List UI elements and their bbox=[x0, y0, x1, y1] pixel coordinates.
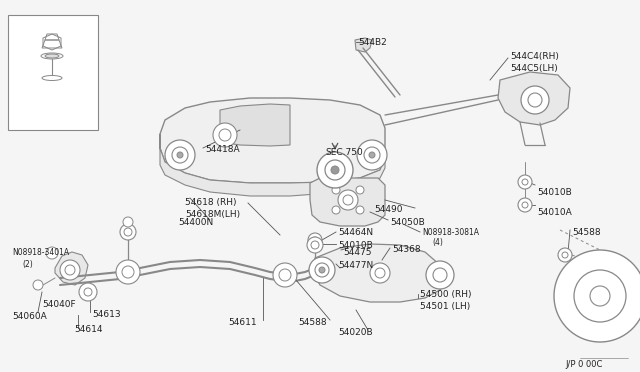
Circle shape bbox=[528, 93, 542, 107]
Circle shape bbox=[369, 152, 375, 158]
Circle shape bbox=[370, 263, 390, 283]
Text: 54060A: 54060A bbox=[12, 312, 47, 321]
Polygon shape bbox=[498, 72, 570, 125]
Circle shape bbox=[308, 233, 322, 247]
Circle shape bbox=[79, 283, 97, 301]
Polygon shape bbox=[55, 252, 88, 285]
Text: 544C5(LH): 544C5(LH) bbox=[510, 64, 557, 73]
Circle shape bbox=[312, 237, 318, 243]
Text: 544C4(RH): 544C4(RH) bbox=[510, 52, 559, 61]
Text: 54490: 54490 bbox=[374, 205, 403, 214]
Circle shape bbox=[518, 175, 532, 189]
Circle shape bbox=[554, 250, 640, 342]
Circle shape bbox=[375, 268, 385, 278]
Circle shape bbox=[522, 179, 528, 185]
Circle shape bbox=[273, 263, 297, 287]
Circle shape bbox=[522, 202, 528, 208]
Polygon shape bbox=[355, 38, 372, 52]
Text: 54500 (RH): 54500 (RH) bbox=[420, 290, 472, 299]
Circle shape bbox=[433, 268, 447, 282]
Circle shape bbox=[122, 266, 134, 278]
Circle shape bbox=[338, 190, 358, 210]
Circle shape bbox=[213, 123, 237, 147]
Ellipse shape bbox=[45, 54, 59, 58]
Polygon shape bbox=[312, 244, 448, 302]
Circle shape bbox=[311, 241, 319, 249]
Circle shape bbox=[46, 247, 58, 259]
Circle shape bbox=[123, 217, 133, 227]
Circle shape bbox=[165, 140, 195, 170]
Circle shape bbox=[60, 260, 80, 280]
Polygon shape bbox=[310, 178, 385, 226]
Circle shape bbox=[116, 260, 140, 284]
Ellipse shape bbox=[42, 76, 62, 80]
Circle shape bbox=[426, 261, 454, 289]
Circle shape bbox=[364, 147, 380, 163]
Circle shape bbox=[219, 129, 231, 141]
Polygon shape bbox=[160, 98, 385, 183]
Text: 54040F: 54040F bbox=[42, 300, 76, 309]
Circle shape bbox=[518, 198, 532, 212]
Text: 54475: 54475 bbox=[343, 248, 371, 257]
Text: N08918-3081A: N08918-3081A bbox=[422, 228, 479, 237]
Text: 54400N: 54400N bbox=[178, 218, 213, 227]
Text: 54614: 54614 bbox=[74, 325, 102, 334]
Text: SEC.750: SEC.750 bbox=[325, 148, 363, 157]
Text: 54611: 54611 bbox=[228, 318, 257, 327]
Circle shape bbox=[309, 257, 335, 283]
Circle shape bbox=[177, 152, 183, 158]
Text: (4): (4) bbox=[432, 238, 443, 247]
Text: 54588: 54588 bbox=[298, 318, 326, 327]
Text: N08918-3401A: N08918-3401A bbox=[12, 248, 69, 257]
Text: 54010B: 54010B bbox=[338, 241, 372, 250]
Circle shape bbox=[332, 186, 340, 194]
Circle shape bbox=[521, 86, 549, 114]
Circle shape bbox=[332, 206, 340, 214]
Text: 54050B: 54050B bbox=[390, 218, 425, 227]
Text: 54010B: 54010B bbox=[537, 188, 572, 197]
Circle shape bbox=[356, 206, 364, 214]
Circle shape bbox=[356, 186, 364, 194]
Circle shape bbox=[331, 166, 339, 174]
Text: 54618M(LH): 54618M(LH) bbox=[185, 210, 240, 219]
Circle shape bbox=[120, 224, 136, 240]
Polygon shape bbox=[160, 134, 385, 196]
Circle shape bbox=[574, 270, 626, 322]
Circle shape bbox=[279, 269, 291, 281]
Text: 54477N: 54477N bbox=[338, 261, 373, 270]
Text: 54418A: 54418A bbox=[205, 145, 239, 154]
Circle shape bbox=[325, 160, 345, 180]
Circle shape bbox=[65, 265, 75, 275]
Text: (2): (2) bbox=[22, 260, 33, 269]
Text: 54368: 54368 bbox=[392, 245, 420, 254]
Circle shape bbox=[33, 280, 43, 290]
Text: 54588: 54588 bbox=[572, 228, 600, 237]
Circle shape bbox=[357, 140, 387, 170]
Text: 54618 (RH): 54618 (RH) bbox=[185, 198, 237, 207]
Circle shape bbox=[317, 152, 353, 188]
Bar bbox=[8, 15, 98, 130]
Circle shape bbox=[319, 267, 325, 273]
Text: 54613: 54613 bbox=[92, 310, 120, 319]
Circle shape bbox=[307, 237, 323, 253]
Text: 54020B: 54020B bbox=[338, 328, 372, 337]
Ellipse shape bbox=[41, 53, 63, 59]
Text: 544B2: 544B2 bbox=[358, 38, 387, 47]
Polygon shape bbox=[220, 104, 290, 146]
Text: 54464N: 54464N bbox=[338, 228, 373, 237]
Circle shape bbox=[315, 263, 329, 277]
Circle shape bbox=[84, 288, 92, 296]
Circle shape bbox=[124, 228, 132, 236]
Circle shape bbox=[590, 286, 610, 306]
Text: 54501 (LH): 54501 (LH) bbox=[420, 302, 470, 311]
Text: 54010A: 54010A bbox=[537, 208, 572, 217]
Circle shape bbox=[343, 195, 353, 205]
Circle shape bbox=[558, 248, 572, 262]
Circle shape bbox=[562, 252, 568, 258]
Text: J/P 0 00C: J/P 0 00C bbox=[565, 360, 602, 369]
Circle shape bbox=[172, 147, 188, 163]
